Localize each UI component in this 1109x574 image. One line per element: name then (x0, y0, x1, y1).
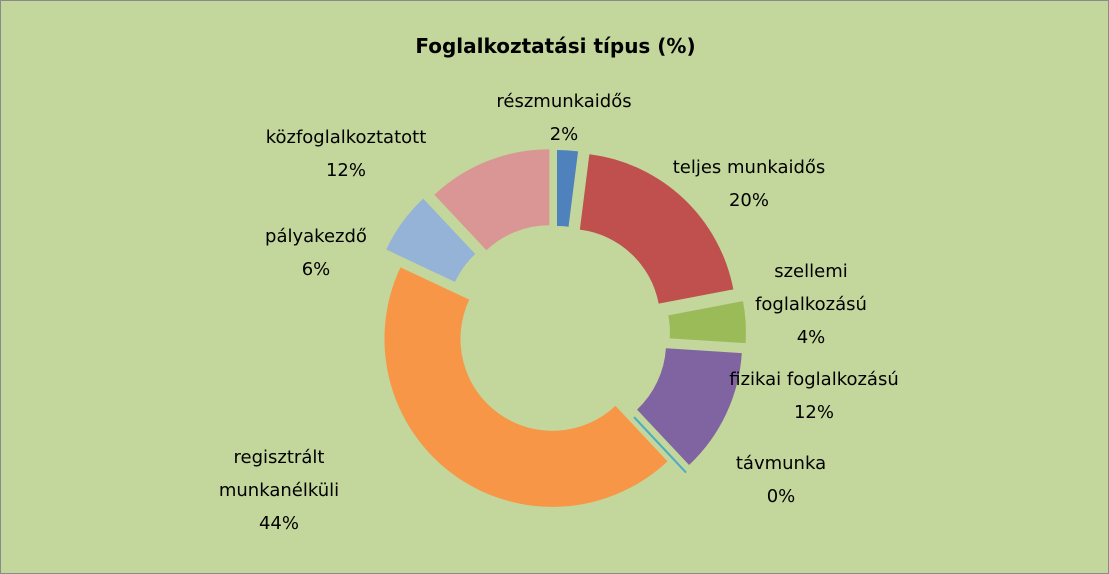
data-label: közfoglalkoztatott 12% (246, 121, 446, 187)
slice (633, 416, 687, 474)
category-label: távmunka (735, 453, 827, 474)
category-label: regisztrált munkanélküli (218, 447, 340, 501)
value-label: 6% (301, 259, 331, 280)
value-label: 12% (325, 160, 366, 181)
value-label: 20% (728, 190, 769, 211)
slice (579, 154, 734, 304)
category-label: közfoglalkoztatott (265, 127, 427, 148)
value-label: 4% (796, 327, 826, 348)
data-label: részmunkaidős 2% (484, 85, 644, 151)
slice (386, 198, 476, 282)
data-label: pályakezdő 6% (236, 220, 396, 286)
value-label: 2% (549, 124, 579, 145)
category-label: teljes munkaidős (672, 157, 826, 178)
slice (557, 150, 579, 227)
value-label: 44% (258, 513, 299, 534)
data-label: regisztrált munkanélküli 44% (209, 441, 349, 540)
data-label: szellemi foglalkozású 4% (741, 255, 881, 354)
value-label: 0% (766, 486, 796, 507)
slice (637, 348, 742, 465)
slice (434, 149, 550, 251)
chart-title: Foglalkoztatási típus (%) (415, 34, 696, 58)
value-label: 12% (793, 402, 834, 423)
data-label: teljes munkaidős 20% (649, 151, 849, 217)
category-label: szellemi foglalkozású (755, 261, 867, 315)
slice (668, 301, 746, 344)
data-label: távmunka 0% (711, 447, 851, 513)
data-label: fizikai foglalkozású 12% (704, 363, 924, 429)
slice (384, 267, 668, 507)
category-label: pályakezdő (265, 226, 367, 247)
category-label: részmunkaidős (496, 91, 632, 112)
category-label: fizikai foglalkozású (729, 369, 899, 390)
